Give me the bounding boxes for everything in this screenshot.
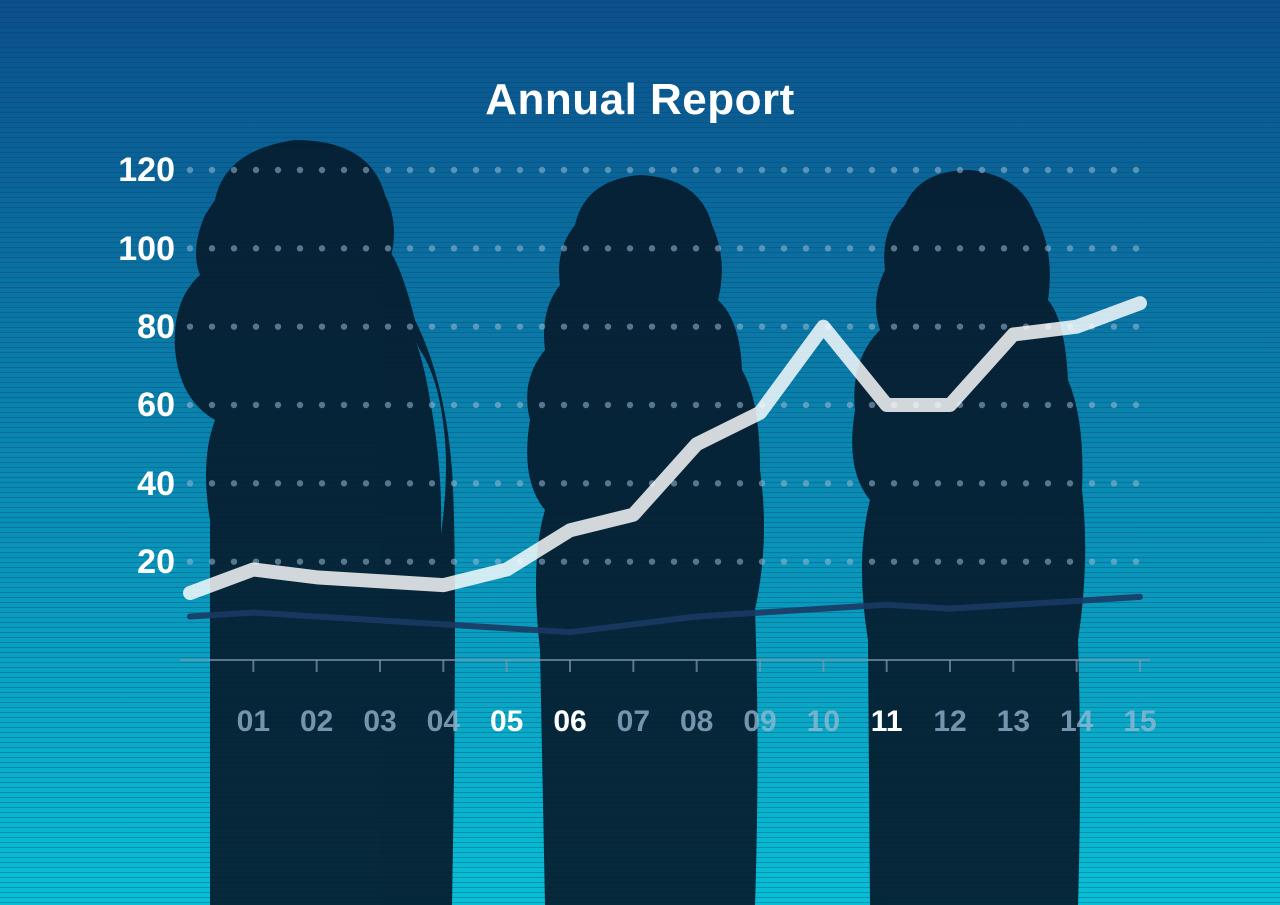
y-tick-label: 80	[95, 308, 175, 347]
annual-report-chart: Annual Report 20406080100120 01020304050…	[0, 0, 1280, 905]
x-tick-label: 09	[743, 705, 776, 739]
y-tick-label: 100	[95, 230, 175, 269]
x-tick-label: 08	[680, 705, 713, 739]
x-tick-label: 11	[871, 705, 903, 739]
x-tick-label: 12	[933, 705, 966, 739]
x-tick-label: 10	[807, 705, 840, 739]
x-tick-label: 07	[617, 705, 650, 739]
x-tick-label: 04	[427, 705, 460, 739]
series-baseline	[190, 597, 1140, 632]
x-tick-label: 13	[997, 705, 1030, 739]
y-tick-label: 20	[95, 543, 175, 582]
chart-layer	[0, 0, 1280, 905]
x-tick-label: 15	[1123, 705, 1156, 739]
y-tick-label: 60	[95, 386, 175, 425]
series-main	[190, 303, 1140, 593]
x-tick-label: 03	[363, 705, 396, 739]
x-tick-label: 06	[553, 705, 586, 739]
x-tick-label: 14	[1060, 705, 1093, 739]
x-tick-label: 01	[237, 705, 270, 739]
x-tick-label: 02	[300, 705, 333, 739]
x-tick-label: 05	[490, 705, 523, 739]
y-tick-label: 120	[95, 151, 175, 190]
y-tick-label: 40	[95, 465, 175, 504]
